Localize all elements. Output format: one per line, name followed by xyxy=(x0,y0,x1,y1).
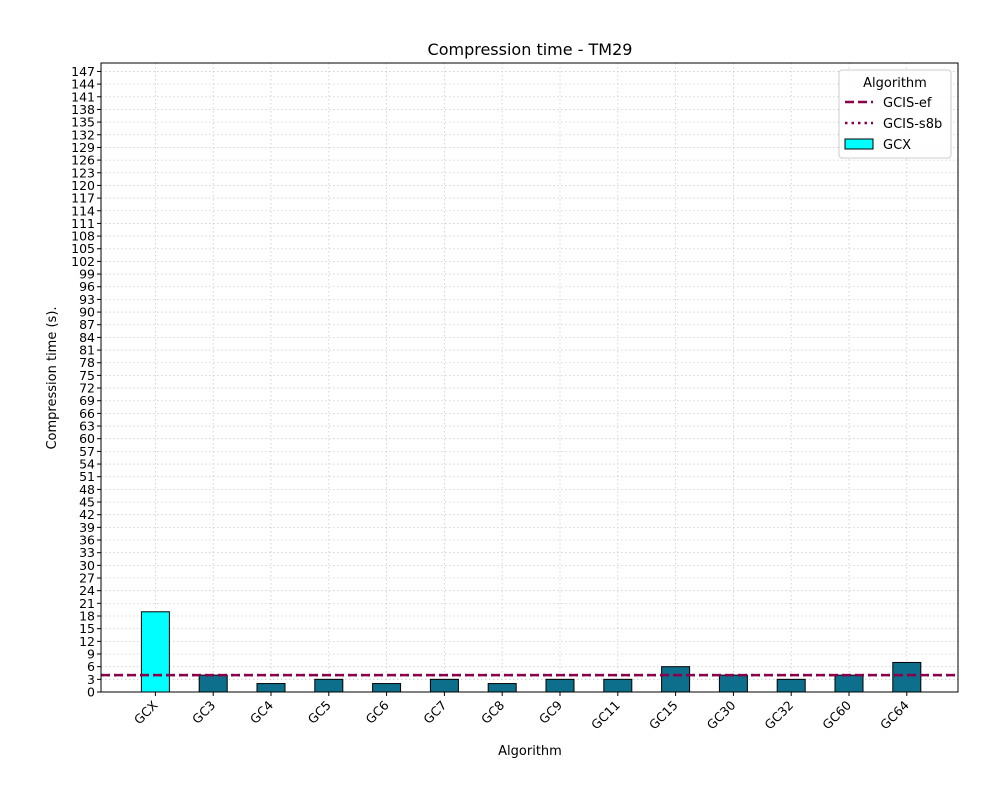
y-tick-label: 93 xyxy=(79,292,95,307)
y-tick-label: 126 xyxy=(71,153,95,168)
y-tick-label: 141 xyxy=(71,89,95,104)
y-tick-label: 114 xyxy=(71,203,95,218)
legend-title: Algorithm xyxy=(863,76,927,91)
plot-frame xyxy=(100,62,959,693)
y-tick-label: 18 xyxy=(79,609,95,624)
y-tick-label: 48 xyxy=(79,482,95,497)
y-tick-label: 30 xyxy=(79,558,95,573)
y-tick-label: 147 xyxy=(71,64,95,79)
y-tick-label: 69 xyxy=(79,393,95,408)
y-tick-label: 42 xyxy=(79,507,95,522)
y-tick-label: 87 xyxy=(79,317,95,332)
y-tick-label: 0 xyxy=(87,685,95,700)
bar-gc8 xyxy=(487,683,517,693)
y-tick-label: 24 xyxy=(79,583,95,598)
y-tick-label: 117 xyxy=(71,191,95,206)
y-tick-label: 54 xyxy=(79,457,95,472)
bar-gc64 xyxy=(892,661,922,693)
y-tick-label: 105 xyxy=(71,241,95,256)
y-tick-label: 108 xyxy=(71,229,95,244)
y-tick-label: 99 xyxy=(79,267,95,282)
grid-layer xyxy=(101,63,958,693)
y-tick-label: 123 xyxy=(71,165,95,180)
y-tick-label: 66 xyxy=(79,406,95,421)
y-tick-label: 57 xyxy=(79,444,95,459)
bar-gc32 xyxy=(776,678,806,693)
y-tick-label: 129 xyxy=(71,140,95,155)
y-tick-label: 3 xyxy=(87,672,95,687)
y-tick-label: 33 xyxy=(79,545,95,560)
y-tick-label: 144 xyxy=(71,77,95,92)
legend-frame xyxy=(838,69,952,159)
y-tick-label: 9 xyxy=(87,647,95,662)
bar-gc9 xyxy=(545,678,575,693)
y-tick-label: 45 xyxy=(79,495,95,510)
y-tick-label: 102 xyxy=(71,254,95,269)
y-tick-label: 132 xyxy=(71,127,95,142)
y-tick-label: 75 xyxy=(79,368,95,383)
y-tick-label: 27 xyxy=(79,571,95,586)
y-tick-label: 135 xyxy=(71,115,95,130)
bar-gc15 xyxy=(661,666,691,693)
y-tick-label: 63 xyxy=(79,419,95,434)
y-tick-label: 96 xyxy=(79,279,95,294)
y-tick-label: 12 xyxy=(79,634,95,649)
bars-layer xyxy=(140,611,922,693)
y-tick-label: 36 xyxy=(79,533,95,548)
bar-gc30 xyxy=(718,674,748,693)
y-tick-label: 15 xyxy=(79,621,95,636)
y-tick-label: 120 xyxy=(71,178,95,193)
y-tick-label: 84 xyxy=(79,330,95,345)
chart-title: Compression time - TM29 xyxy=(428,40,633,59)
bar-gcx xyxy=(140,611,170,693)
y-tick-label: 138 xyxy=(71,102,95,117)
x-axis-label: Algorithm xyxy=(498,744,562,759)
y-axis-label: Compression time (s). xyxy=(45,306,60,449)
bar-gc4 xyxy=(256,683,286,693)
y-tick-label: 111 xyxy=(71,216,95,231)
legend-label-gcis-s8b: GCIS-s8b xyxy=(883,117,942,132)
y-tick-label: 72 xyxy=(79,381,95,396)
y-axis-ticks: 0369121518212427303336394245485154576063… xyxy=(71,64,101,700)
legend-label-gcx: GCX xyxy=(883,138,911,153)
bar-gc7 xyxy=(429,678,459,693)
y-tick-label: 81 xyxy=(79,343,95,358)
bar-gc60 xyxy=(834,674,864,693)
y-tick-label: 60 xyxy=(79,431,95,446)
y-tick-label: 6 xyxy=(87,659,95,674)
y-tick-label: 39 xyxy=(79,520,95,535)
bar-gc11 xyxy=(603,678,633,693)
y-tick-label: 90 xyxy=(79,305,95,320)
y-tick-label: 78 xyxy=(79,355,95,370)
bar-gc3 xyxy=(198,674,228,693)
y-tick-label: 51 xyxy=(79,469,95,484)
bar-gc6 xyxy=(372,683,402,693)
bar-gc5 xyxy=(314,678,344,693)
legend: Algorithm GCIS-ef GCIS-s8b GCX xyxy=(838,69,952,159)
legend-swatch-gcx xyxy=(844,138,874,150)
y-tick-label: 21 xyxy=(79,596,95,611)
legend-label-gcis-ef: GCIS-ef xyxy=(883,96,932,111)
